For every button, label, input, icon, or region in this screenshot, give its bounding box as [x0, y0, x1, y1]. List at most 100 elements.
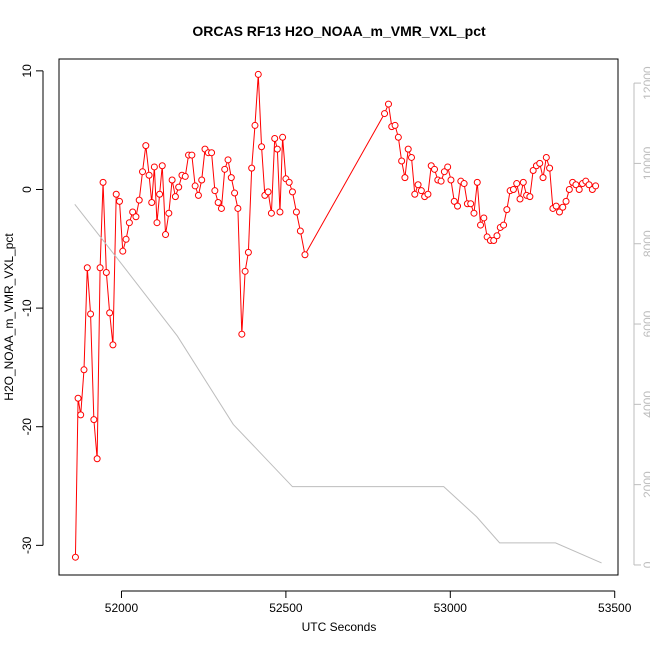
y2-tick-label: 0: [641, 561, 650, 568]
data-point: [408, 153, 415, 161]
data-point: [401, 174, 409, 182]
data-point: [542, 153, 550, 161]
data-point: [71, 553, 79, 561]
data-point: [562, 197, 570, 205]
data-point: [477, 221, 485, 229]
data-point: [381, 110, 389, 118]
data-point: [404, 145, 412, 153]
plot-frame: [58, 58, 619, 576]
y2-tick-label: 2000: [641, 471, 650, 498]
data-point: [158, 162, 166, 170]
data-point: [440, 168, 448, 176]
data-point: [83, 264, 91, 272]
data-point: [221, 165, 229, 173]
data-point: [450, 197, 458, 205]
data-point: [529, 167, 537, 174]
y-tick-label: 0: [20, 186, 34, 193]
series-layer: [71, 70, 602, 564]
data-point: [467, 200, 475, 208]
data-point: [431, 165, 439, 173]
data-point: [254, 70, 262, 78]
data-point: [191, 182, 199, 190]
data-point: [90, 416, 98, 424]
data-point: [279, 133, 287, 141]
data-point: [394, 133, 402, 141]
data-point: [224, 156, 232, 164]
x-axis-label: UTC Seconds: [302, 620, 377, 634]
data-point: [555, 208, 563, 216]
data-point: [414, 181, 422, 189]
data-point: [132, 213, 140, 221]
data-point: [171, 193, 179, 201]
data-point: [454, 202, 462, 210]
data-point: [276, 208, 284, 216]
data-point: [142, 142, 150, 150]
data-point: [447, 176, 455, 184]
data-point: [258, 143, 266, 151]
data-point: [444, 163, 452, 171]
data-point: [513, 180, 521, 188]
data-point: [296, 227, 304, 235]
y-tick-label: -20: [20, 418, 34, 436]
data-point: [384, 100, 392, 108]
data-point: [267, 209, 275, 217]
data-point: [539, 174, 547, 182]
data-point: [145, 171, 153, 179]
data-point: [536, 159, 544, 167]
y-tick-label: -10: [20, 299, 34, 317]
data-point: [162, 231, 170, 239]
data-point: [424, 190, 432, 198]
data-point: [417, 187, 425, 195]
data-point: [87, 310, 95, 318]
x-tick-label: 53500: [598, 601, 632, 615]
data-point: [437, 177, 445, 185]
data-point: [565, 185, 573, 193]
data-point: [519, 178, 527, 186]
data-point: [80, 366, 88, 374]
data-point: [391, 121, 399, 129]
x-axis: 52000 52500 53000 53500: [105, 590, 632, 615]
data-point: [119, 247, 127, 255]
data-point: [135, 196, 143, 204]
data-point: [211, 187, 219, 195]
data-point: [214, 199, 222, 207]
data-point: [125, 219, 133, 227]
data-point: [509, 185, 517, 193]
data-point: [99, 178, 107, 186]
data-point: [470, 209, 478, 217]
data-point: [490, 236, 498, 244]
data-point: [208, 149, 216, 157]
series-line-2: [74, 204, 602, 564]
data-point: [273, 145, 281, 153]
data-point: [503, 206, 511, 214]
data-point: [575, 185, 583, 193]
data-point: [112, 190, 120, 198]
data-point: [188, 151, 196, 159]
data-point: [526, 193, 534, 201]
data-point: [153, 219, 161, 227]
data-point: [109, 341, 117, 349]
data-point: [238, 330, 246, 338]
data-point: [168, 176, 176, 184]
y2-tick-label: 8000: [641, 230, 650, 257]
data-point: [116, 197, 123, 205]
data-point: [271, 134, 279, 142]
data-point: [264, 188, 272, 196]
data-point: [106, 309, 114, 317]
data-point: [292, 208, 300, 216]
data-point: [592, 182, 600, 190]
y-axis-left: -30 -20 -10 0 10: [20, 64, 44, 554]
data-point: [241, 267, 249, 275]
y-axis-right: 0 2000 4000 6000 8000 10000 12000: [633, 66, 650, 568]
data-point: [234, 204, 242, 212]
data-point: [102, 269, 110, 277]
data-point: [460, 180, 468, 188]
data-point: [129, 208, 137, 216]
data-point: [301, 251, 309, 259]
data-point: [74, 394, 82, 402]
data-point: [165, 209, 173, 217]
data-point: [227, 174, 235, 182]
data-point: [244, 248, 252, 256]
data-point: [398, 157, 406, 165]
y2-tick-label: 12000: [641, 66, 650, 100]
